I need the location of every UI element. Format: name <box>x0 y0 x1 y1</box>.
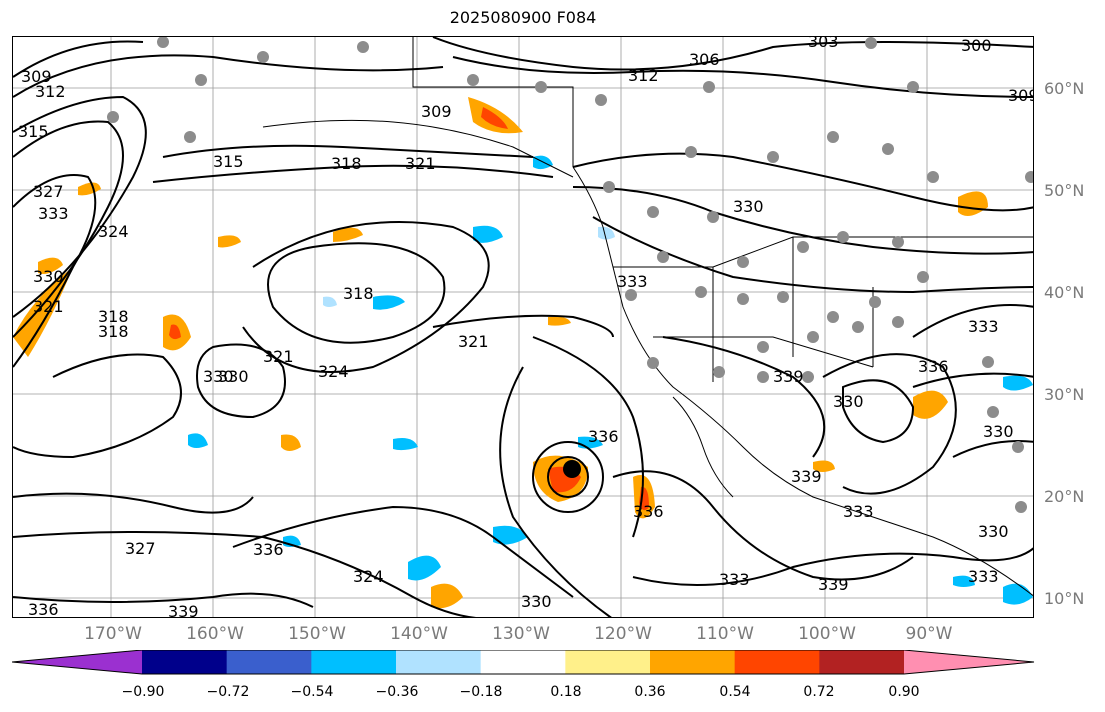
svg-text:324: 324 <box>318 362 349 381</box>
colorbar-tick: −0.90 <box>121 684 165 700</box>
lat-label-60n: 60°N <box>1044 79 1085 98</box>
svg-text:333: 333 <box>38 204 69 223</box>
svg-text:318: 318 <box>343 284 374 303</box>
svg-text:315: 315 <box>18 122 49 141</box>
svg-text:330: 330 <box>978 522 1009 541</box>
svg-text:330: 330 <box>983 422 1014 441</box>
colorbar-segment <box>650 650 736 674</box>
colorbar-extend-low <box>12 650 142 674</box>
svg-text:330: 330 <box>33 267 64 286</box>
svg-text:333: 333 <box>617 272 648 291</box>
svg-text:321: 321 <box>405 154 436 173</box>
svg-text:312: 312 <box>35 82 66 101</box>
lon-label-140w: 140°W <box>390 624 448 644</box>
svg-text:336: 336 <box>918 357 949 376</box>
svg-text:336: 336 <box>253 540 284 559</box>
svg-text:318: 318 <box>98 322 129 341</box>
lon-label-170w: 170°W <box>84 624 142 644</box>
coastlines <box>262 37 1033 597</box>
svg-text:333: 333 <box>968 317 999 336</box>
svg-text:333: 333 <box>719 570 750 589</box>
colorbar <box>12 650 1035 675</box>
svg-text:321: 321 <box>33 297 64 316</box>
lon-label-160w: 160°W <box>186 624 244 644</box>
svg-text:336: 336 <box>633 502 664 521</box>
svg-text:336: 336 <box>588 427 619 446</box>
colorbar-segment <box>565 650 651 674</box>
colorbar-extend-high <box>904 650 1034 674</box>
storm-center-icon <box>563 460 581 478</box>
colorbar-tick: −0.72 <box>206 684 250 700</box>
svg-text:330: 330 <box>203 367 234 386</box>
svg-text:333: 333 <box>968 567 999 586</box>
lon-label-120w: 120°W <box>594 624 652 644</box>
colorbar-segment <box>480 650 566 674</box>
colorbar-outline <box>12 650 1035 675</box>
colorbar-tick: 0.36 <box>634 684 666 700</box>
svg-text:324: 324 <box>98 222 129 241</box>
svg-text:330: 330 <box>521 592 552 611</box>
svg-text:327: 327 <box>33 182 64 201</box>
svg-text:318: 318 <box>98 307 129 326</box>
svg-text:321: 321 <box>263 347 294 366</box>
colorbar-tick: −0.18 <box>459 684 503 700</box>
svg-text:339: 339 <box>818 575 849 594</box>
lon-label-150w: 150°W <box>288 624 346 644</box>
lon-label-90w: 90°W <box>905 624 953 644</box>
svg-text:318: 318 <box>331 154 362 173</box>
colorbar-tick: −0.36 <box>375 684 419 700</box>
colorbar-tick: 0.90 <box>888 684 920 700</box>
svg-text:339: 339 <box>168 602 199 618</box>
svg-text:312: 312 <box>628 66 659 85</box>
svg-text:306: 306 <box>689 50 720 69</box>
colorbar-segment <box>142 650 228 674</box>
weather-map: 309 312 315 327 333 330 324 321 318 315 … <box>12 36 1034 618</box>
colorbar-segment <box>226 650 312 674</box>
station-markers <box>107 37 1033 513</box>
colorbar-tick: −0.54 <box>290 684 334 700</box>
colorbar-segment <box>734 650 820 674</box>
lat-label-30n: 30°N <box>1044 385 1085 404</box>
map-title: 2025080900 F084 <box>449 8 597 27</box>
svg-text:330: 330 <box>218 367 249 386</box>
lat-label-40n: 40°N <box>1044 283 1085 302</box>
contour-lines <box>13 37 1033 617</box>
svg-text:336: 336 <box>28 600 59 618</box>
lat-label-10n: 10°N <box>1044 589 1085 608</box>
lon-label-100w: 100°W <box>798 624 856 644</box>
svg-text:330: 330 <box>833 392 864 411</box>
graticule <box>13 37 1033 617</box>
colorbar-segment <box>311 650 397 674</box>
svg-text:324: 324 <box>353 567 384 586</box>
lon-label-110w: 110°W <box>696 624 754 644</box>
colorbar-tick: 0.72 <box>803 684 835 700</box>
colorbar-tick: 0.54 <box>719 684 751 700</box>
lat-label-50n: 50°N <box>1044 181 1085 200</box>
svg-text:339: 339 <box>773 367 804 386</box>
svg-text:321: 321 <box>458 332 489 351</box>
svg-text:333: 333 <box>843 502 874 521</box>
colorbar-segment <box>396 650 482 674</box>
colorbar-tick: 0.18 <box>550 684 582 700</box>
lon-label-130w: 130°W <box>492 624 550 644</box>
svg-text:309: 309 <box>421 102 452 121</box>
shaded-field <box>13 97 1033 609</box>
lat-label-20n: 20°N <box>1044 487 1085 506</box>
svg-text:315: 315 <box>213 152 244 171</box>
contour-labels: 309 312 315 327 333 330 324 321 318 315 … <box>18 37 1034 618</box>
svg-text:309: 309 <box>21 67 52 86</box>
svg-text:300: 300 <box>961 37 992 55</box>
svg-text:327: 327 <box>125 539 156 558</box>
colorbar-segment <box>819 650 905 674</box>
svg-text:303: 303 <box>808 37 839 51</box>
svg-text:330: 330 <box>733 197 764 216</box>
svg-text:339: 339 <box>791 467 822 486</box>
svg-text:309: 309 <box>1008 86 1034 105</box>
map-canvas: 309 312 315 327 333 330 324 321 318 315 … <box>13 37 1034 618</box>
